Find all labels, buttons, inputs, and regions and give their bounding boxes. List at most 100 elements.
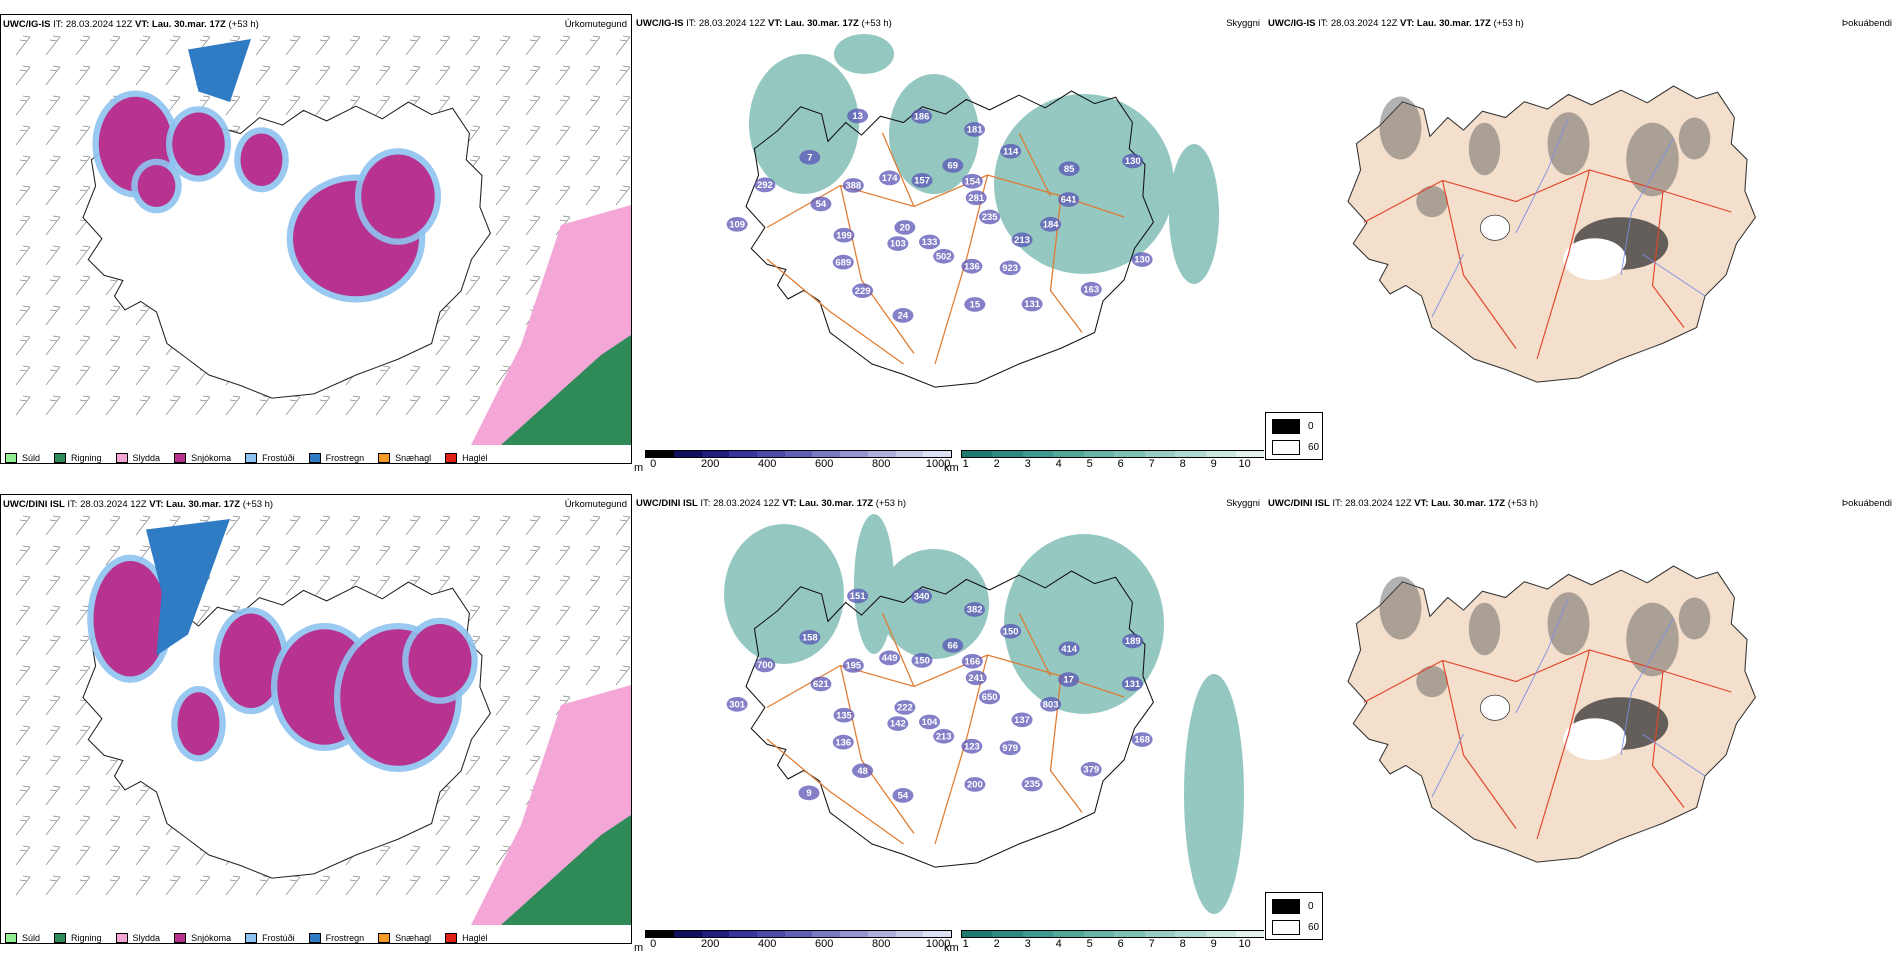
cloud-base-label: 103: [890, 239, 906, 250]
colorbar-tick: 7: [1148, 938, 1155, 950]
cloud-base-label: 136: [835, 737, 851, 748]
panel-header: UWC/IG-IS IT: 28.03.2024 12Z VT: Lau. 30…: [636, 18, 892, 29]
vt-value: Lau. 30.mar. 17Z: [799, 498, 874, 509]
cloud-base-label: 979: [1002, 743, 1018, 754]
cloud-base-label: 281: [968, 193, 984, 204]
snow-area: [219, 613, 283, 708]
precip-type-panel: Súld Rigning Slydda Snjókoma Frostúði Frostre…: [0, 14, 632, 464]
legend-swatch: [115, 933, 128, 943]
colorbar-tick: 8: [1179, 938, 1186, 950]
colorbar-tick: 9: [1210, 458, 1217, 470]
colorbar-tick: 400: [757, 458, 777, 470]
it-label: IT:: [67, 499, 78, 510]
legend-item: Slydda: [115, 453, 161, 463]
cloud-base-label: 235: [982, 212, 998, 223]
panel-title: Þokuábendi: [1841, 498, 1892, 509]
cloud-base-label: 136: [964, 261, 980, 272]
model-name: UWC/IG-IS: [1268, 18, 1316, 29]
model-name: UWC/DINI ISL: [1268, 498, 1330, 509]
it-value: 28.03.2024 12Z: [698, 18, 766, 29]
cloud-base-label: 151: [850, 591, 866, 602]
cloud-base-label: 502: [936, 251, 952, 262]
cloud-base-label: 15: [970, 300, 981, 311]
cloud-base-label: 131: [1024, 299, 1040, 310]
legend-swatch-white: [1272, 920, 1300, 935]
cloud-base-labels: 650 142 66 979 621 414 54 151 168 222 166 123 195 17 4…: [726, 588, 1153, 803]
legend-swatch: [5, 453, 17, 463]
cloud-base-label: 114: [1003, 146, 1019, 157]
legend-label: Snæhagl: [395, 933, 432, 943]
panel-title: Þokuábendi: [1841, 18, 1892, 29]
ice-cap: [1563, 718, 1627, 761]
legend-item: Snæhagl: [378, 453, 431, 463]
legend-item: Frostregn: [308, 933, 365, 943]
legend-label: Slydda: [132, 453, 161, 463]
colorbar-tick: 600: [814, 458, 834, 470]
legend-swatch: [245, 453, 258, 463]
panel-title: Úrkomutegund: [564, 499, 627, 510]
legend-label: Snjókoma: [191, 933, 232, 943]
cloud-base-label: 20: [900, 223, 911, 234]
rivers: [1431, 597, 1706, 798]
cloud-base-label: 69: [948, 161, 959, 172]
rivers: [1431, 117, 1706, 318]
legend-swatch: [5, 933, 17, 943]
it-label: IT:: [1332, 498, 1343, 509]
legend-label: Frostregn: [325, 933, 365, 943]
it-label: IT:: [700, 498, 711, 509]
cloud-base-label: 621: [813, 679, 829, 690]
legend-label: Slydda: [132, 933, 161, 943]
cloud-base-label: 9: [806, 788, 811, 799]
legend-label: Súld: [22, 453, 41, 463]
cloud-base-label: 803: [1043, 699, 1059, 710]
colorbar-ticks: 1 2 3 4 5 6 7 8 9 10: [961, 938, 1264, 950]
colorbar-tick: 1000: [925, 938, 951, 950]
legend-swatch: [115, 453, 128, 463]
legend-swatch: [308, 453, 321, 463]
legend-swatch: [378, 933, 391, 943]
legend-item: Rigning: [54, 933, 102, 943]
cloud-base-label: 163: [1083, 284, 1099, 295]
colorbar-tick: 9: [1210, 938, 1217, 950]
visibility-field: [749, 34, 1219, 284]
colorbar-tick: 4: [1055, 458, 1062, 470]
colorbar-tick: 1: [962, 938, 969, 950]
legend-label: 0: [1308, 421, 1314, 432]
model-name: UWC/IG-IS: [3, 19, 51, 30]
legend-swatch-black: [1272, 899, 1300, 914]
legend-swatch-black: [1272, 419, 1300, 434]
lead-time: (+53 h): [861, 18, 892, 29]
cloud-base-label: 200: [967, 780, 983, 791]
legend-label: Snjókoma: [191, 453, 232, 463]
legend-item: Frostúði: [245, 453, 295, 463]
it-value: 28.03.2024 12Z: [80, 499, 147, 510]
colorbar-ticks: 0 200 400 600 800 1000: [645, 458, 950, 470]
cloud-base-label: 142: [890, 719, 906, 730]
lead-time: (+53 h): [1493, 18, 1524, 29]
cloud-base-label: 213: [1014, 235, 1030, 246]
fog-map: [1347, 565, 1756, 863]
cloud-base-label: 222: [897, 703, 913, 714]
cloud-map: 235 103 69 923 54 85 24 13 130 20 154 136 388 641 229 1…: [726, 34, 1219, 388]
panel-title: Skyggni: [1226, 18, 1260, 29]
vt-label: VT:: [1400, 18, 1415, 29]
legend-item: Haglél: [445, 453, 488, 463]
fog-index-field: [1379, 96, 1711, 218]
it-value: 28.03.2024 12Z: [1330, 18, 1398, 29]
colorbar-unit: km: [944, 942, 959, 954]
iceland-land: [1347, 565, 1756, 863]
colorbar-tick: 5: [1086, 458, 1093, 470]
colorbar-tick: 10: [1238, 938, 1251, 950]
cloud-base-label: 189: [1125, 636, 1141, 647]
lead-time: (+53 h): [242, 499, 274, 510]
cloud-base-colorbar: m 0 200 400 600 800 1000: [634, 930, 953, 954]
colorbar-tick: 0: [650, 458, 657, 470]
vt-label: VT:: [782, 498, 797, 509]
legend-item: Slydda: [115, 933, 161, 943]
cloud-base-label: 131: [1125, 679, 1141, 690]
cloud-base-label: 66: [948, 641, 959, 652]
legend-swatch: [174, 933, 187, 943]
colorbar-tick: 10: [1238, 458, 1251, 470]
legend-item: Rigning: [54, 453, 102, 463]
colorbar-cells: [645, 930, 953, 938]
